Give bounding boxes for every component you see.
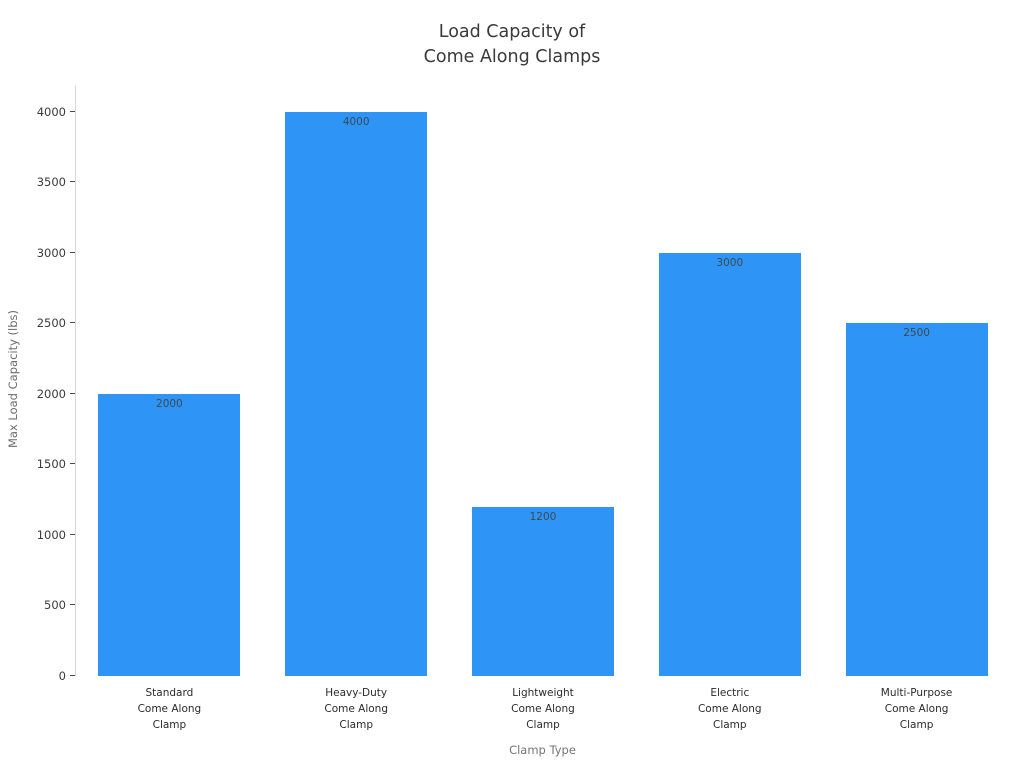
bar: 2000 <box>98 393 241 676</box>
y-tick-mark <box>70 251 75 253</box>
bar: 2500 <box>845 323 988 676</box>
plot-area: 0 500 1000 1500 2000 2500 3000 3500 4000 2000 400… <box>37 85 1010 683</box>
y-axis-title: Max Load Capacity (lbs) <box>6 309 20 449</box>
bar-slot: 2000 <box>76 85 263 676</box>
bar-value-label: 4000 <box>342 115 370 128</box>
x-tick-label: Electric Come Along Clamp <box>697 687 762 731</box>
y-tick-label: 2500 <box>36 316 66 331</box>
bar-value-label: 2500 <box>903 327 930 340</box>
y-tick-label: 1500 <box>36 457 66 472</box>
y-tick-label: 2000 <box>36 386 66 401</box>
bar-slot: 2500 <box>823 85 1010 676</box>
y-tick-mark <box>70 322 75 324</box>
bar-slot: 1200 <box>450 85 637 676</box>
x-axis-labels: Standard Come Along Clamp Heavy-Duty Come… <box>76 686 1010 734</box>
y-tick-label: 3500 <box>36 175 66 190</box>
y-tick-mark <box>70 392 75 394</box>
y-tick-mark <box>70 533 75 535</box>
bar: 1200 <box>472 506 614 676</box>
y-axis-line <box>75 85 76 676</box>
x-tick-label: Heavy-Duty Come Along Clamp <box>324 687 389 731</box>
y-tick-mark <box>70 181 75 183</box>
chart-title: Load Capacity of Come Along Clamps <box>423 22 601 68</box>
y-tick-mark <box>70 604 75 606</box>
bar-slot: 3000 <box>636 85 823 676</box>
y-tick-label: 0 <box>58 669 66 683</box>
y-tick-mark <box>70 675 75 676</box>
bar-value-label: 1200 <box>529 510 557 523</box>
y-tick-label: 500 <box>44 598 66 613</box>
y-tick-label: 1000 <box>36 527 66 542</box>
bar-slot: 4000 <box>263 85 450 676</box>
x-axis-title: Clamp Type <box>509 743 576 757</box>
y-tick-mark <box>70 110 75 112</box>
bar: 4000 <box>285 111 428 676</box>
x-tick-label: Lightweight Come Along Clamp <box>511 687 575 731</box>
y-tick-label: 4000 <box>36 104 66 119</box>
bar-value-label: 3000 <box>716 256 744 269</box>
x-tick-label: Multi-Purpose Come Along Clamp <box>880 687 953 731</box>
x-tick-label: Standard Come Along Clamp <box>137 687 202 731</box>
y-tick-mark <box>70 463 75 465</box>
bars-container: 2000 4000 1200 3000 2500 <box>76 85 1010 676</box>
bar-value-label: 2000 <box>156 397 183 410</box>
y-tick-label: 3000 <box>36 245 66 260</box>
bar: 3000 <box>658 252 801 676</box>
